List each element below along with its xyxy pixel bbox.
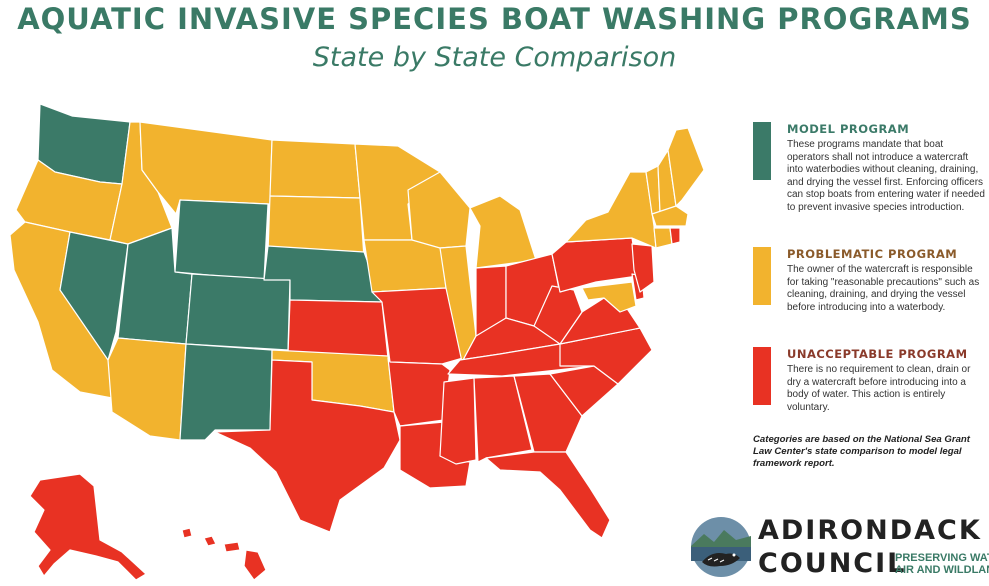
state-new-jersey[interactable] (631, 243, 655, 293)
logo-name-line2: COUNCIL (758, 548, 907, 579)
legend-model-swatch (753, 122, 771, 180)
legend-problematic-description: The owner of the watercraft is responsib… (787, 264, 980, 313)
legend-problematic-label: PROBLEMATIC PROGRAM (787, 247, 958, 261)
page-subtitle: State by State Comparison (312, 42, 677, 73)
source-note: Categories are based on the National Sea… (753, 434, 970, 469)
state-georgia[interactable] (513, 373, 583, 453)
state-hawaii-2[interactable] (203, 535, 217, 547)
legend-problematic-swatch (753, 247, 771, 305)
state-florida[interactable] (485, 451, 611, 539)
state-texas[interactable] (214, 359, 401, 533)
state-north-dakota[interactable] (269, 139, 361, 199)
state-alabama[interactable] (473, 375, 533, 463)
state-new-mexico[interactable] (179, 343, 273, 441)
logo-tagline-line1: PRESERVING WATER, (895, 552, 989, 564)
state-new-york[interactable] (565, 171, 657, 249)
state-arkansas[interactable] (387, 357, 451, 427)
legend-model-label: MODEL PROGRAM (787, 122, 910, 136)
adirondack-council-logo: ADIRONDACK COUNCIL PRESERVING WATER, AIR… (690, 512, 989, 584)
legend-unacceptable-swatch (753, 347, 771, 405)
legend-unacceptable-label: UNACCEPTABLE PROGRAM (787, 347, 968, 361)
state-connecticut[interactable] (653, 227, 673, 249)
state-arizona[interactable] (107, 337, 187, 441)
state-kansas[interactable] (287, 299, 389, 359)
state-wyoming[interactable] (174, 199, 269, 281)
state-hawaii-4[interactable] (243, 549, 267, 581)
state-west-virginia[interactable] (533, 285, 583, 345)
logo-name-line1: ADIRONDACK (758, 515, 982, 546)
legend-unacceptable-description: There is no requirement to clean, drain … (787, 364, 971, 413)
state-colorado[interactable] (185, 273, 291, 351)
state-hawaii-3[interactable] (223, 541, 241, 553)
us-map (9, 103, 705, 581)
loon-emblem-icon (691, 517, 751, 577)
state-alaska[interactable] (29, 473, 147, 581)
state-rhode-island[interactable] (669, 227, 681, 245)
state-mississippi[interactable] (439, 377, 477, 465)
state-massachusetts[interactable] (651, 205, 689, 227)
page-title: AQUATIC INVASIVE SPECIES BOAT WASHING PR… (17, 2, 972, 36)
state-hawaii-1[interactable] (181, 527, 193, 539)
legend-model-description: These programs mandate that boat operato… (787, 139, 985, 213)
logo-tagline-line2: AIR AND WILDLANDS (895, 564, 989, 576)
state-michigan[interactable] (469, 195, 537, 269)
state-maryland[interactable] (581, 281, 637, 313)
state-iowa[interactable] (363, 239, 447, 293)
